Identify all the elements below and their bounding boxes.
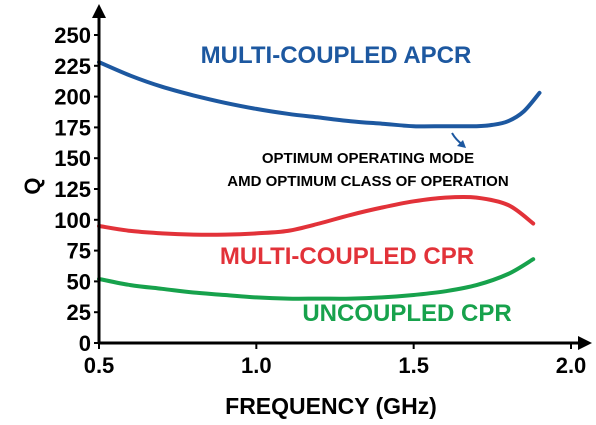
series-label-multi-coupled-apcr: MULTI-COUPLED APCR: [201, 42, 472, 69]
annotation-line-1: OPTIMUM OPERATING MODE: [262, 150, 474, 167]
x-tick-label: 2.0: [556, 353, 587, 378]
series-line-2: [97, 257, 536, 301]
y-tick-label: 50: [67, 269, 91, 294]
y-tick-label: 100: [54, 208, 91, 233]
x-tick-label: 1.0: [241, 353, 272, 378]
series-line-0: [97, 60, 542, 129]
y-tick-label: 200: [54, 85, 91, 110]
y-tick-label: 125: [54, 177, 91, 202]
x-tick-label: 1.5: [398, 353, 429, 378]
series-label-multi-coupled-cpr: MULTI-COUPLED CPR: [220, 243, 474, 270]
y-tick-label: 150: [54, 146, 91, 171]
y-axis-arrowhead: [92, 4, 106, 18]
series-label-uncoupled-cpr: UNCOUPLED CPR: [302, 300, 511, 327]
x-axis-ticks: 0.5 1.0 1.5 2.0: [84, 343, 587, 378]
series-lines: [97, 60, 542, 301]
y-tick-label: 0: [79, 331, 91, 356]
y-tick-label: 175: [54, 115, 91, 140]
series-line-1: [97, 194, 536, 237]
y-axis-title: Q: [20, 177, 45, 194]
y-tick-label: 250: [54, 23, 91, 48]
annotation-arrowhead: [457, 140, 466, 148]
y-axis-ticks: 0 25 50 75 100 125 150 175 200 225 250: [54, 23, 99, 356]
x-axis-arrowhead: [578, 336, 592, 350]
x-tick-label: 0.5: [84, 353, 115, 378]
y-tick-label: 225: [54, 54, 91, 79]
y-tick-label: 75: [67, 239, 91, 264]
annotation-line-2: AMD OPTIMUM CLASS OF OPERATION: [227, 173, 508, 190]
y-tick-label: 25: [67, 300, 91, 325]
x-axis-title: FREQUENCY (GHz): [225, 393, 437, 419]
